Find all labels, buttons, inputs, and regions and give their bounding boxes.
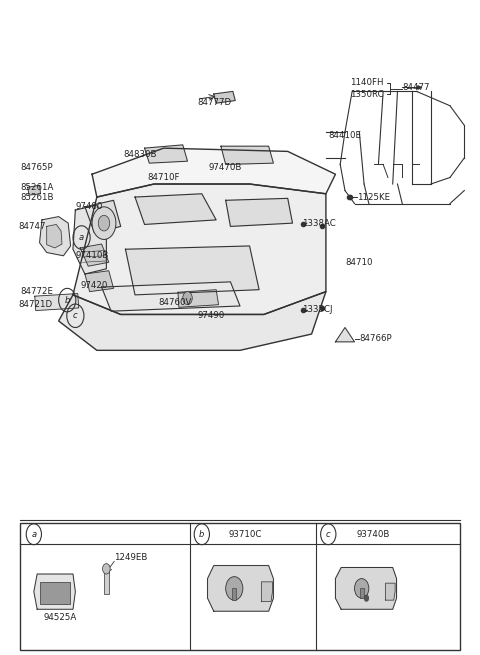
Text: 84760V: 84760V	[159, 298, 192, 307]
Text: 93710C: 93710C	[228, 530, 262, 539]
Text: 1338AC: 1338AC	[302, 219, 336, 228]
Text: 84777D: 84777D	[197, 98, 231, 107]
Text: 84710: 84710	[345, 258, 372, 267]
Circle shape	[226, 576, 243, 600]
Polygon shape	[59, 291, 326, 350]
Text: b: b	[199, 530, 204, 539]
Polygon shape	[35, 293, 79, 310]
Text: 84410E: 84410E	[328, 130, 361, 140]
Polygon shape	[125, 246, 259, 295]
Polygon shape	[80, 244, 109, 266]
Text: 93740B: 93740B	[357, 530, 390, 539]
Text: 85261A: 85261A	[21, 183, 54, 192]
Text: 97480: 97480	[75, 202, 103, 212]
Polygon shape	[144, 145, 188, 163]
Text: 1125KE: 1125KE	[357, 193, 390, 202]
Circle shape	[92, 207, 116, 240]
Circle shape	[355, 578, 369, 598]
Polygon shape	[73, 205, 107, 274]
Text: 84721D: 84721D	[18, 300, 52, 309]
Polygon shape	[47, 225, 62, 248]
Polygon shape	[336, 328, 355, 342]
Text: a: a	[79, 233, 84, 242]
Circle shape	[103, 563, 110, 574]
FancyBboxPatch shape	[360, 588, 364, 598]
Text: c: c	[326, 530, 331, 539]
Text: 84772E: 84772E	[21, 287, 53, 296]
Polygon shape	[385, 583, 395, 600]
Polygon shape	[135, 194, 216, 225]
Text: 1335CJ: 1335CJ	[302, 305, 333, 314]
Text: 85261B: 85261B	[21, 193, 54, 202]
Polygon shape	[39, 217, 71, 255]
Text: 97420: 97420	[80, 280, 108, 290]
Circle shape	[183, 291, 192, 305]
Text: 84747: 84747	[18, 222, 46, 231]
Text: b: b	[64, 295, 70, 305]
FancyBboxPatch shape	[104, 569, 109, 594]
Polygon shape	[226, 198, 292, 227]
Text: a: a	[31, 530, 36, 539]
Polygon shape	[73, 184, 326, 314]
Polygon shape	[336, 567, 396, 609]
Circle shape	[364, 595, 369, 601]
Polygon shape	[92, 148, 336, 197]
Text: 1249EB: 1249EB	[114, 553, 147, 561]
Text: 84710F: 84710F	[147, 173, 180, 182]
Polygon shape	[214, 92, 235, 103]
Text: 1350RC: 1350RC	[350, 90, 384, 98]
Circle shape	[98, 215, 110, 231]
Text: 84477: 84477	[402, 83, 430, 92]
FancyBboxPatch shape	[39, 582, 70, 604]
Polygon shape	[85, 200, 120, 233]
FancyBboxPatch shape	[232, 588, 236, 600]
Text: 1140FH: 1140FH	[350, 79, 383, 87]
Polygon shape	[178, 290, 218, 307]
Text: c: c	[73, 311, 78, 320]
Polygon shape	[262, 582, 273, 601]
Text: 97470B: 97470B	[209, 163, 242, 172]
Text: 84765P: 84765P	[21, 163, 53, 172]
Polygon shape	[28, 185, 40, 195]
Text: 84766P: 84766P	[360, 334, 392, 343]
Text: 84830B: 84830B	[123, 150, 156, 159]
Text: 94525A: 94525A	[43, 613, 77, 622]
Polygon shape	[34, 574, 75, 609]
Polygon shape	[221, 146, 274, 164]
Polygon shape	[207, 565, 274, 611]
Text: 97410B: 97410B	[75, 252, 109, 260]
Text: 97490: 97490	[197, 311, 224, 320]
Polygon shape	[102, 282, 240, 311]
Polygon shape	[85, 271, 114, 291]
